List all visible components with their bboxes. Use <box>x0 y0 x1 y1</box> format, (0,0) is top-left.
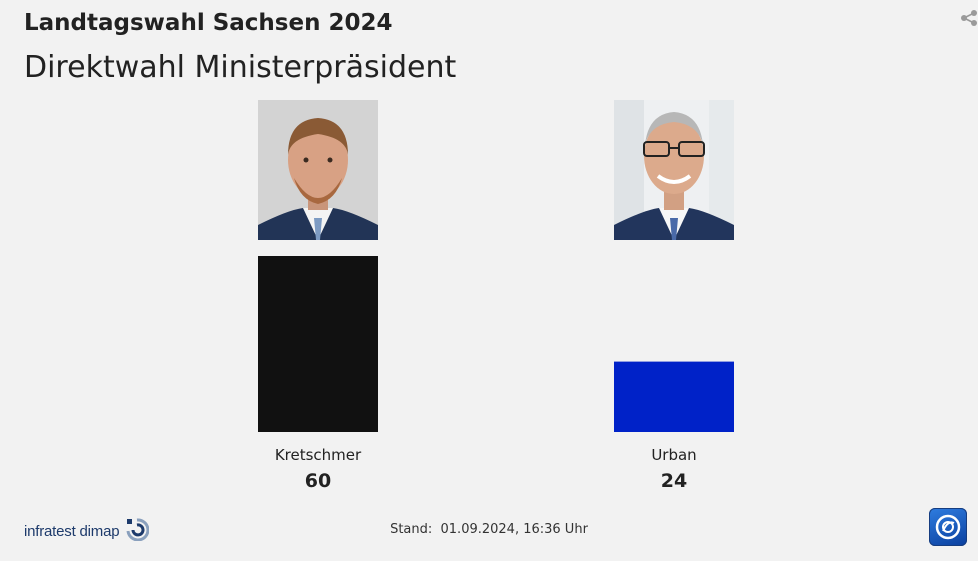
bar-kretschmer <box>258 256 378 432</box>
bar-urban <box>614 361 734 432</box>
category-label: Kretschmer <box>274 446 362 464</box>
source-logo-text: infratest dimap <box>24 522 120 540</box>
share-icon[interactable] <box>960 9 978 27</box>
category-label: Urban <box>651 446 697 464</box>
chart-title: Landtagswahl Sachsen 2024 <box>24 10 393 36</box>
candidate-photo-kretschmer <box>258 100 378 240</box>
stand-value: 01.09.2024, 16:36 Uhr <box>440 522 588 537</box>
stand-label: Stand: <box>390 522 433 537</box>
chart-subtitle: Direktwahl Ministerpräsident <box>24 50 457 85</box>
data-label: 60 <box>304 470 332 492</box>
candidate-photo-urban <box>614 100 734 240</box>
infratest-dimap-logo-icon <box>125 517 150 545</box>
infratest-dimap-logo[interactable]: infratest dimap <box>24 517 150 545</box>
data-label: 24 <box>660 470 688 492</box>
ard-logo-icon[interactable] <box>929 508 967 546</box>
timestamp: Stand: 01.09.2024, 16:36 Uhr <box>0 522 978 537</box>
